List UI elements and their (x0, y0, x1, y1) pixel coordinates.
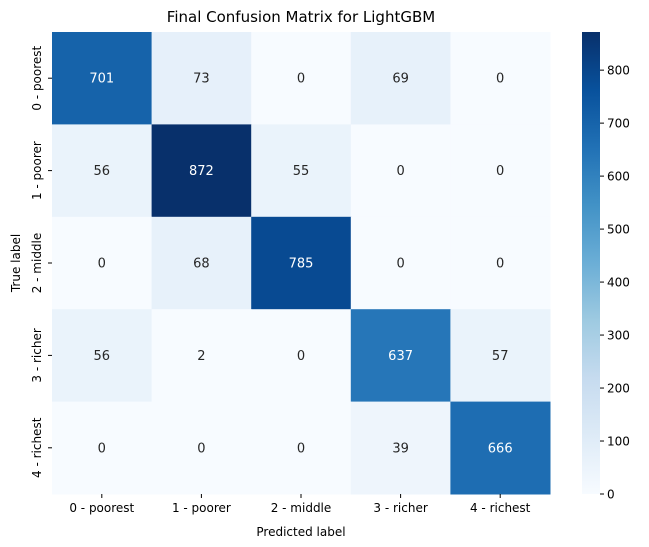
cell-value-label: 0 (396, 257, 404, 272)
colorbar-tick-label: 200 (607, 382, 630, 396)
y-tick-label: 0 - poorest (30, 45, 44, 110)
heatmap-cell (52, 401, 153, 495)
cell-value-label: 55 (293, 164, 310, 179)
heatmap-cell (151, 401, 252, 495)
y-axis-label: True label (9, 234, 23, 293)
cell-value-label: 666 (488, 441, 513, 456)
heatmap-cell (450, 309, 551, 403)
colorbar-tick-label: 0 (607, 488, 615, 502)
heatmap-cell (350, 216, 451, 310)
cell-value-label: 57 (492, 349, 509, 364)
x-axis-label: Predicted label (256, 525, 345, 539)
heatmap-cell (251, 309, 352, 403)
heatmap-cell (151, 309, 252, 403)
cell-value-label: 0 (98, 441, 106, 456)
cell-value-label: 0 (98, 257, 106, 272)
cell-value-label: 69 (392, 72, 409, 87)
colorbar-tick-label: 800 (607, 64, 630, 78)
y-tick-label: 3 - richer (30, 328, 44, 382)
cell-value-label: 785 (289, 257, 314, 272)
cell-value-label: 56 (94, 164, 111, 179)
x-tick-label: 1 - poorer (172, 501, 231, 515)
x-tick-label: 3 - richer (373, 501, 427, 515)
cell-value-label: 68 (193, 257, 210, 272)
cell-value-label: 701 (89, 72, 114, 87)
heatmap-cell (450, 124, 551, 218)
cell-value-label: 73 (193, 72, 210, 87)
cell-value-label: 0 (496, 257, 504, 272)
colorbar-tick-label: 500 (607, 223, 630, 237)
cell-value-label: 0 (297, 441, 305, 456)
heatmap-cell (151, 216, 252, 310)
x-tick-label: 0 - poorest (69, 501, 134, 515)
heatmap-cell (251, 32, 352, 125)
chart-title: Final Confusion Matrix for LightGBM (167, 8, 435, 26)
heatmap-cell (151, 124, 252, 218)
heatmap-cell (251, 124, 352, 218)
colorbar-tick-label: 700 (607, 117, 630, 131)
heatmap-cell (450, 32, 551, 125)
colorbar-gradient (582, 32, 600, 494)
cell-value-label: 2 (197, 349, 205, 364)
heatmap-cell (450, 216, 551, 310)
x-tick-label: 2 - middle (271, 501, 332, 515)
colorbar-tick-label: 600 (607, 170, 630, 184)
heatmap-cells (52, 32, 551, 495)
heatmap-cell (151, 32, 252, 125)
x-tick-label: 4 - richest (470, 501, 531, 515)
y-tick-label: 4 - richest (30, 417, 44, 478)
cell-value-label: 0 (197, 441, 205, 456)
cell-value-label: 0 (396, 164, 404, 179)
heatmap-cell-labels: 701 73 0 69 0 56 872 55 0 0 0 68 785 0 0 56 2 0 637 57 0 0 0 39… (89, 72, 512, 457)
cell-value-label: 39 (392, 441, 409, 456)
x-axis-ticks: 0 - poorest 1 - poorer 2 - middle 3 - riche… (69, 494, 531, 515)
colorbar: 0 100 200 300 400 500 600 700 800 (582, 32, 630, 502)
y-axis-ticks: 0 - poorest 1 - poorer 2 - middle 3 - riche… (30, 45, 52, 478)
heatmap-cell (350, 32, 451, 125)
colorbar-tick-label: 400 (607, 276, 630, 290)
heatmap-cell (251, 216, 352, 310)
heatmap-cell (52, 32, 153, 125)
heatmap-cell (350, 309, 451, 403)
cell-value-label: 0 (297, 72, 305, 87)
y-tick-label: 2 - middle (30, 233, 44, 294)
colorbar-tick-label: 100 (607, 435, 630, 449)
heatmap-cell (251, 401, 352, 495)
heatmap-cell (52, 216, 153, 310)
y-tick-label: 1 - poorer (30, 141, 44, 200)
heatmap-cell (350, 124, 451, 218)
heatmap-cell (450, 401, 551, 495)
cell-value-label: 637 (388, 349, 413, 364)
cell-value-label: 0 (496, 72, 504, 87)
cell-value-label: 0 (297, 349, 305, 364)
cell-value-label: 56 (94, 349, 111, 364)
heatmap-cell (52, 124, 153, 218)
colorbar-tick-label: 300 (607, 329, 630, 343)
cell-value-label: 872 (189, 164, 214, 179)
heatmap-cell (350, 401, 451, 495)
cell-value-label: 0 (496, 164, 504, 179)
heatmap-cell (52, 309, 153, 403)
